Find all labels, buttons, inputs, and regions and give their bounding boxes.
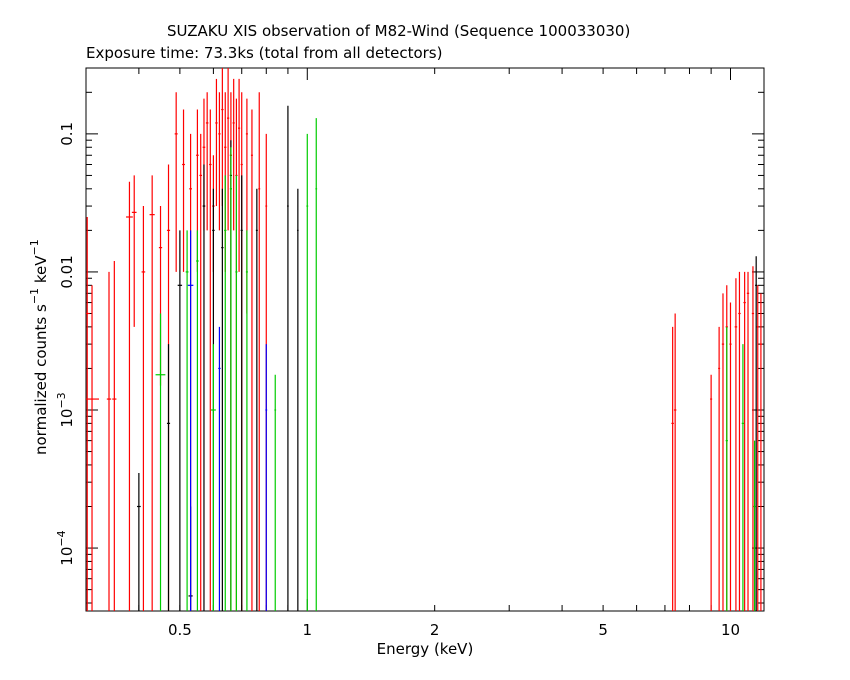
x-axis-label: Energy (keV) [376, 640, 474, 658]
series-3 [187, 230, 268, 611]
chart-subtitle: Exposure time: 73.3ks (total from all de… [86, 44, 443, 62]
x-tick-label: 10 [721, 621, 740, 639]
y-label-sup-2: −1 [28, 239, 41, 256]
x-tick-label: 1 [303, 621, 313, 639]
y-tick-label-text: 10−3 [55, 392, 76, 427]
tick-labels: 0.5 1 2 5 10 10−4 10−3 0.01 0.1 [55, 122, 740, 639]
y-tick-label-text: 0.1 [58, 122, 76, 146]
y-label-text-1: normalized counts s [32, 304, 50, 455]
y-label-sup-1: −1 [28, 287, 41, 305]
y-tick-label: 0.01 [58, 255, 76, 288]
plot-frame [85, 67, 765, 612]
chart-title: SUZAKU XIS observation of M82-Wind (Sequ… [167, 22, 631, 40]
y-axis-label: normalized counts s−1 keV−1 [28, 239, 50, 455]
series-1 [137, 105, 758, 611]
axis-ticks [85, 68, 764, 611]
data-series [86, 68, 762, 611]
x-tick-label: 0.5 [168, 621, 192, 639]
x-tick-label: 2 [430, 621, 440, 639]
y-tick-label-text: 10−4 [55, 530, 76, 565]
x-tick-label: 5 [598, 621, 608, 639]
series-2 [155, 118, 756, 611]
y-label-text-2: keV [32, 255, 50, 288]
y-tick-label: 10−4 [55, 530, 76, 565]
y-tick-label: 0.1 [58, 122, 76, 146]
y-tick-label-text: 0.01 [58, 255, 76, 288]
y-tick-label: 10−3 [55, 392, 76, 427]
